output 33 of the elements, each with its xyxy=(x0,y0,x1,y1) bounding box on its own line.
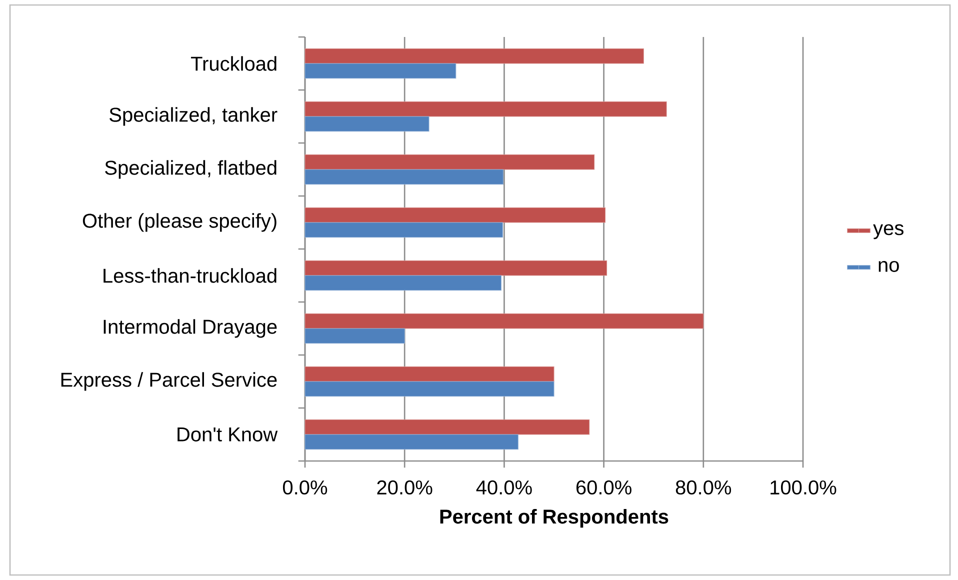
bar xyxy=(304,419,590,435)
legend-label: yes xyxy=(873,224,904,240)
x-tick-label: 60.0% xyxy=(576,480,632,495)
bar xyxy=(304,116,430,132)
bar xyxy=(304,260,608,276)
y-tick-label: Specialized, tanker xyxy=(110,107,278,126)
x-tick-label: 100.0% xyxy=(770,480,836,495)
y-tick-label: Truckload xyxy=(190,56,276,71)
y-tick-label: Less-than-truckload xyxy=(104,268,276,283)
y-tick-label: Other (please specify) xyxy=(82,213,276,232)
x-tick-label: 40.0% xyxy=(476,480,532,495)
bar xyxy=(304,222,503,238)
y-tick-label: Specialized, flatbed xyxy=(105,160,276,179)
bar xyxy=(304,48,644,64)
y-tick-label: Intermodal Drayage xyxy=(104,319,277,338)
bar xyxy=(304,366,554,382)
x-tick-label: 20.0% xyxy=(377,480,432,495)
bar xyxy=(304,154,595,170)
bar xyxy=(304,381,554,397)
y-tick-label: Don't Know xyxy=(178,428,278,442)
y-tick-label: Express / Parcel Service xyxy=(61,372,277,391)
bar xyxy=(304,275,502,291)
legend-label: no xyxy=(878,261,899,272)
bar xyxy=(304,313,704,329)
x-tick-label: 0.0% xyxy=(282,480,328,495)
bar xyxy=(304,328,405,344)
bar xyxy=(304,63,456,79)
x-axis-title: Percent of Respondents xyxy=(440,509,668,528)
x-tick-label: 80.0% xyxy=(676,480,732,495)
bar xyxy=(304,434,518,450)
bar xyxy=(304,101,667,117)
bar xyxy=(304,207,606,223)
bar xyxy=(304,169,504,185)
